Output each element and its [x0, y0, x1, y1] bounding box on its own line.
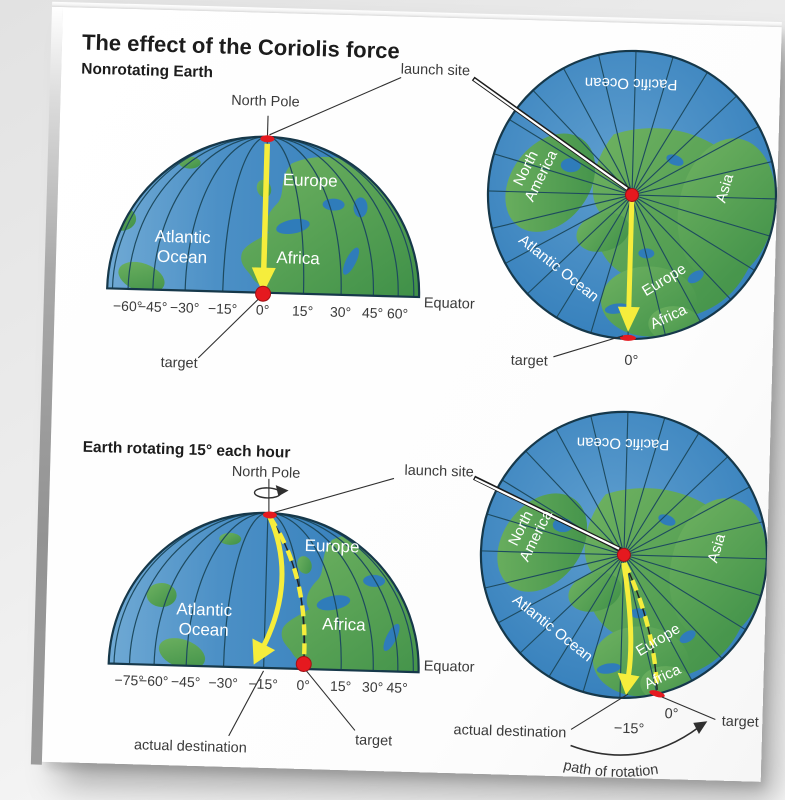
label-africa: Africa: [276, 248, 321, 268]
pole-dot: [624, 187, 639, 202]
launch-site-leader: [269, 76, 402, 136]
label-equator: Equator: [424, 658, 475, 675]
launch-site-mark: [262, 511, 277, 519]
label-minus15-deg: −15°: [614, 721, 645, 738]
dome-degree-scale: −75° −60° −45° −30° −15° 0° 15° 30° 45°: [114, 672, 408, 696]
trajectory-arrow-straight: [626, 200, 635, 311]
trajectory-arrow-straight: [260, 143, 271, 273]
label-actual-destination: actual destination: [134, 737, 247, 756]
svg-text:15°: 15°: [330, 678, 352, 695]
label-europe: Europe: [304, 536, 359, 557]
svg-text:0°: 0°: [296, 677, 310, 693]
actual-destination-leader: [570, 693, 629, 730]
svg-text:0°: 0°: [256, 302, 270, 318]
label-actual-destination: actual destination: [453, 722, 566, 741]
label-target: target: [722, 714, 760, 731]
svg-text:30°: 30°: [362, 679, 384, 696]
label-equator: Equator: [424, 295, 475, 312]
svg-text:30°: 30°: [330, 304, 352, 321]
launch-site-leader: [271, 477, 395, 514]
label-pacific: Pacific Ocean: [577, 434, 670, 454]
pole-dot: [616, 547, 631, 562]
label-atlantic-2: Ocean: [178, 619, 229, 639]
nonrotating-polar-view: Pacific Ocean North America Asia Atlanti…: [471, 49, 779, 370]
svg-text:−45°: −45°: [138, 298, 168, 315]
pole-axis-line: [266, 115, 269, 136]
label-atlantic-1: Atlantic: [176, 599, 233, 620]
label-target: target: [355, 732, 393, 749]
section2-heading: Earth rotating 15° each hour: [82, 439, 290, 462]
label-north-pole: North Pole: [231, 93, 300, 111]
intended-path-dashed: [622, 561, 660, 690]
svg-text:−60°: −60°: [113, 298, 143, 315]
label-zero-deg: 0°: [664, 706, 678, 722]
label-atlantic-2: Ocean: [157, 247, 208, 267]
target-tick: [619, 334, 636, 341]
label-north-pole: North Pole: [232, 464, 301, 482]
canvas-print: The effect of the Coriolis force Nonrota…: [41, 7, 782, 782]
trajectory-arrowhead: [617, 672, 640, 695]
page-title: The effect of the Coriolis force: [82, 30, 400, 64]
coriolis-diagram: The effect of the Coriolis force Nonrota…: [81, 30, 779, 782]
target-leader: [197, 299, 259, 359]
target-dot: [255, 285, 272, 302]
svg-text:−15°: −15°: [208, 300, 238, 317]
trajectory-arrow-deflected: [621, 562, 634, 676]
target-tick: [649, 690, 665, 698]
target-leader: [306, 670, 356, 731]
svg-text:−30°: −30°: [170, 299, 200, 316]
label-atlantic-1: Atlantic: [154, 227, 211, 248]
label-launch-site: launch site: [401, 61, 471, 79]
svg-text:−60°: −60°: [139, 672, 169, 689]
rotation-axis-icon: [253, 478, 289, 515]
target-leader: [661, 696, 716, 720]
label-target: target: [511, 353, 549, 370]
svg-text:−45°: −45°: [171, 673, 201, 690]
target-dot: [295, 655, 312, 672]
label-zero-deg: 0°: [624, 353, 638, 369]
launch-pointer-needle: [471, 76, 631, 192]
svg-text:45°: 45°: [362, 304, 384, 321]
launch-pointer-needle: [473, 475, 623, 552]
launch-site-mark: [260, 135, 275, 143]
label-pacific: Pacific Ocean: [585, 74, 678, 94]
trajectory-arrowhead: [252, 638, 276, 665]
svg-text:60°: 60°: [387, 305, 409, 322]
svg-text:−75°: −75°: [114, 672, 144, 689]
dome-degree-scale: −60° −45° −30° −15° 0° 15° 30° 45° 60°: [113, 298, 409, 322]
svg-text:45°: 45°: [386, 679, 408, 696]
target-leader: [553, 335, 624, 358]
label-target: target: [160, 355, 198, 372]
trajectory-arrow-deflected: [260, 515, 285, 648]
path-of-rotation-arrow: [570, 721, 708, 756]
label-europe: Europe: [283, 170, 338, 191]
intended-path-dashed: [268, 515, 307, 663]
label-path-of-rotation: path of rotation: [562, 758, 660, 782]
rotating-polar-view: Pacific Ocean North America Asia Atlanti…: [453, 410, 770, 782]
rotating-dome: Europe Atlantic Ocean Africa North Pole …: [107, 463, 475, 756]
svg-text:15°: 15°: [292, 303, 314, 320]
actual-destination-leader: [228, 670, 265, 737]
label-launch-site: launch site: [404, 463, 474, 481]
label-africa: Africa: [322, 614, 367, 634]
trajectory-arrowhead: [251, 267, 276, 294]
svg-text:−30°: −30°: [208, 674, 238, 691]
nonrotating-dome: Europe Atlantic Ocean Africa North Pole …: [106, 61, 475, 372]
section1-heading: Nonrotating Earth: [81, 61, 213, 82]
svg-text:−15°: −15°: [248, 675, 278, 692]
trajectory-arrowhead: [617, 306, 640, 332]
